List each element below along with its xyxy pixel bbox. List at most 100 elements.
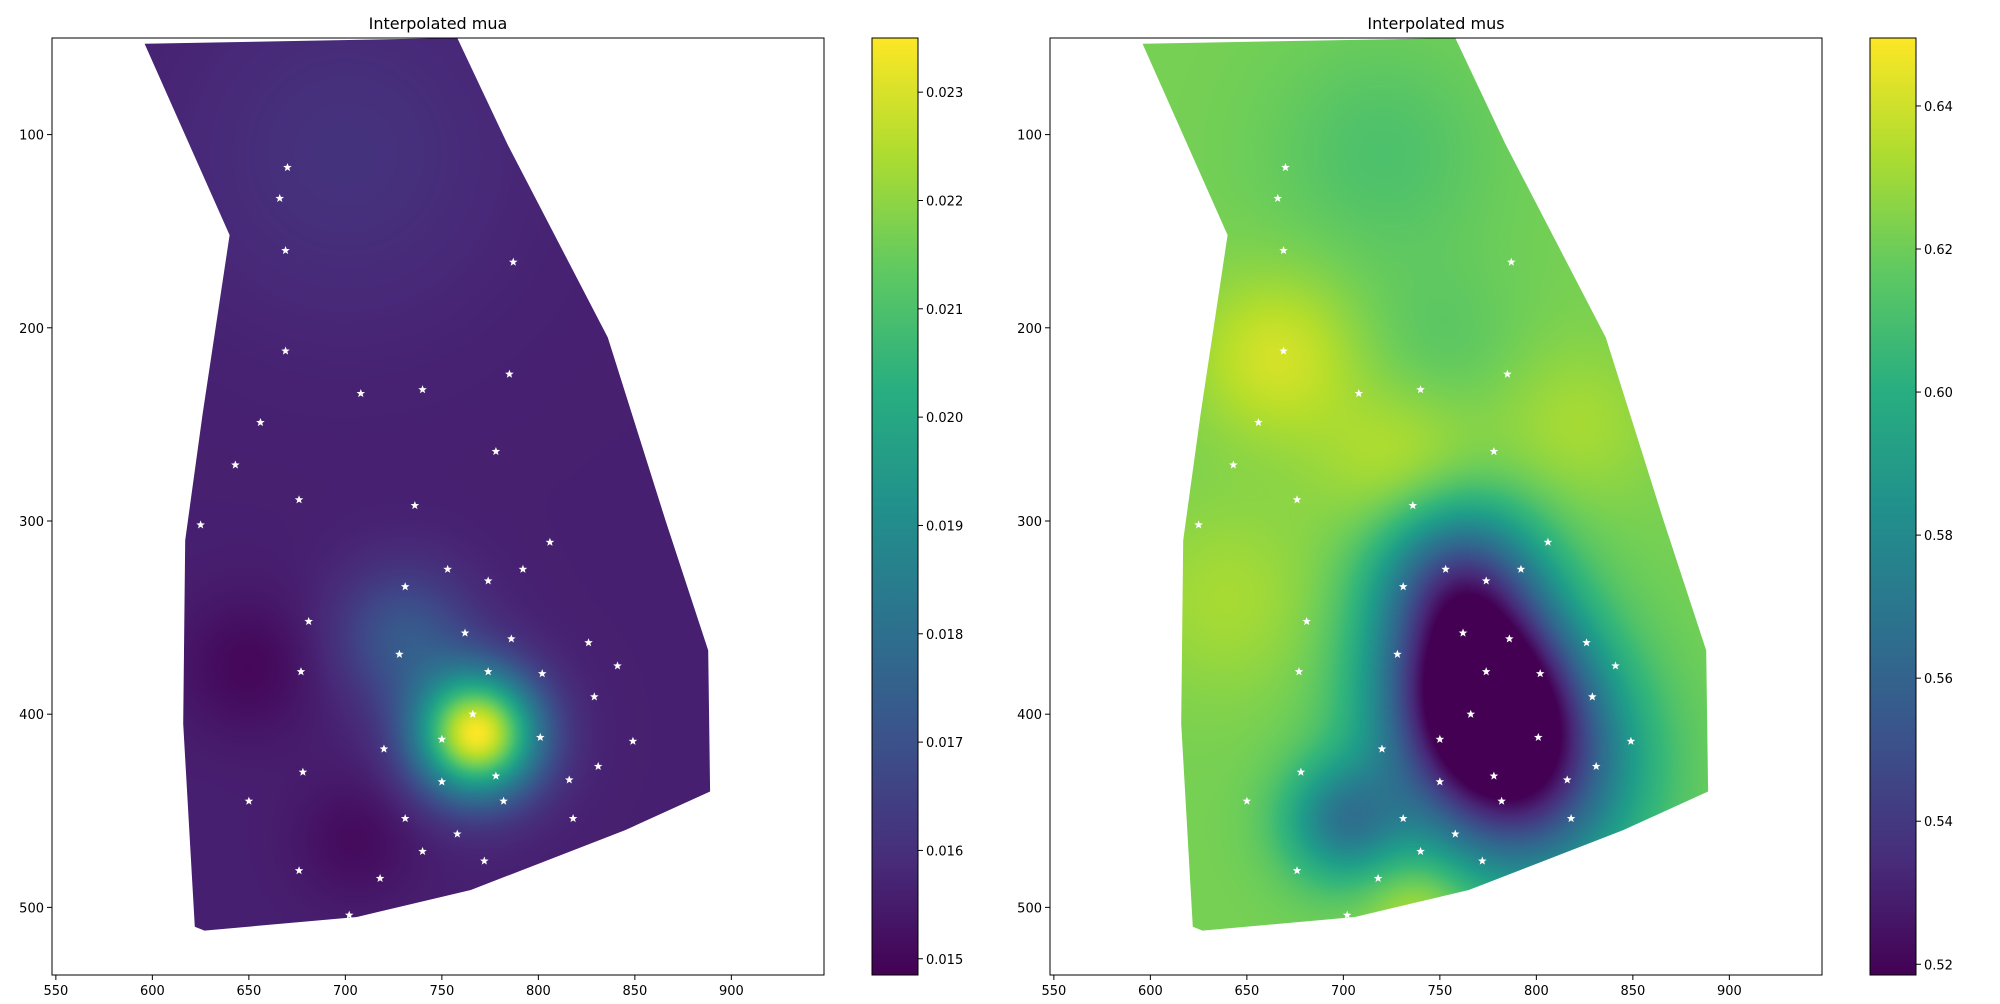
colorbar-tick-label: 0.023 <box>926 86 963 101</box>
measurement-star-marker <box>281 246 290 255</box>
measurement-star-marker <box>281 346 290 355</box>
measurement-star-marker <box>1296 767 1306 776</box>
x-tick-label: 800 <box>526 984 551 999</box>
y-tick-label: 400 <box>1017 708 1042 723</box>
colorbar-tick-label: 0.022 <box>926 194 963 209</box>
measurement-star-marker <box>483 667 493 676</box>
colorbar-tick-label: 0.60 <box>1924 386 1953 401</box>
colorbar-tick-label: 0.015 <box>926 953 963 968</box>
measurement-star-marker <box>453 829 462 838</box>
colorbar-tick-label: 0.019 <box>926 519 963 534</box>
x-tick-label: 600 <box>1138 984 1163 999</box>
colorbar-tick-label: 0.018 <box>926 628 963 643</box>
measurement-star-marker <box>1354 388 1364 398</box>
measurement-star-marker <box>1466 709 1476 718</box>
measurement-star-marker <box>418 385 427 394</box>
measurement-star-marker <box>275 193 285 202</box>
measurement-star-marker <box>356 388 366 398</box>
measurement-star-marker <box>294 495 304 504</box>
measurement-star-marker <box>536 732 545 742</box>
colorbar-tick-label: 0.56 <box>1924 672 1953 687</box>
measurement-star-marker <box>1481 667 1491 676</box>
measurement-star-marker <box>379 744 389 753</box>
measurement-star-marker <box>1497 796 1506 805</box>
measurement-star-marker <box>1435 777 1445 786</box>
colorbar-tick-label: 0.64 <box>1924 100 1953 115</box>
measurement-star-marker <box>1254 417 1263 427</box>
measurement-star-marker <box>400 582 410 591</box>
colorbar-tick-label: 0.52 <box>1924 958 1953 973</box>
x-tick-label: 900 <box>1717 984 1742 999</box>
measurement-star-marker <box>1458 628 1468 637</box>
x-tick-label: 750 <box>1427 984 1452 999</box>
measurement-star-marker <box>395 649 404 658</box>
x-tick-label: 650 <box>236 984 261 999</box>
measurement-star-marker <box>1588 692 1597 701</box>
x-tick-label: 900 <box>719 984 744 999</box>
measurement-star-marker <box>1302 616 1311 626</box>
measurement-star-marker <box>1505 634 1514 643</box>
measurement-star-marker <box>1489 771 1499 780</box>
measurement-star-marker <box>1242 796 1252 805</box>
y-tick-label: 100 <box>1017 129 1042 144</box>
measurement-star-marker <box>196 520 205 529</box>
measurement-star-marker <box>480 856 489 865</box>
colorbar-tick-label: 0.017 <box>926 736 963 751</box>
measurement-star-marker <box>1281 162 1290 172</box>
measurement-star-marker <box>1393 649 1402 658</box>
measurement-star-marker <box>1506 257 1516 266</box>
measurement-star-marker <box>568 814 578 823</box>
colorbar-tick-label: 0.021 <box>926 303 963 318</box>
colorbar-tick-label: 0.016 <box>926 844 963 859</box>
measurement-star-marker <box>613 661 622 670</box>
measurement-star-marker <box>1292 495 1302 504</box>
measurement-star-marker <box>1451 829 1460 838</box>
measurement-star-marker <box>545 537 555 546</box>
measurement-star-marker <box>460 628 470 637</box>
measurement-star-marker <box>304 616 313 626</box>
measurement-star-marker <box>584 638 593 647</box>
x-tick-label: 700 <box>1331 984 1356 999</box>
y-tick-label: 300 <box>1017 515 1042 530</box>
measurement-star-marker <box>1516 564 1526 573</box>
measurement-star-marker <box>1273 193 1283 202</box>
measurement-star-marker <box>518 564 528 573</box>
mua-panel: 550 600 650 700 750 800 850 900 100 200 300 400 500 I… <box>19 14 963 999</box>
chart-title: Interpolated mus <box>1367 14 1504 33</box>
heatmap-image <box>144 38 711 931</box>
measurement-star-marker <box>499 796 508 805</box>
measurement-star-marker <box>507 634 516 643</box>
colorbar-tick-label: 0.020 <box>926 411 963 426</box>
colorbar <box>1869 37 1917 976</box>
y-tick-label: 200 <box>19 322 44 337</box>
x-tick-label: 600 <box>140 984 165 999</box>
measurement-star-marker <box>443 564 452 573</box>
x-tick-label: 850 <box>622 984 647 999</box>
y-tick-label: 200 <box>1017 322 1042 337</box>
measurement-star-marker <box>1566 814 1576 823</box>
measurement-star-marker <box>491 446 501 456</box>
measurement-star-marker <box>1292 866 1302 875</box>
measurement-star-marker <box>1377 744 1387 753</box>
heatmap-image <box>1142 38 1709 931</box>
measurement-star-marker <box>537 669 547 678</box>
measurement-star-marker <box>1435 734 1445 743</box>
chart-title: Interpolated mua <box>369 14 508 33</box>
x-tick-label: 800 <box>1524 984 1549 999</box>
y-tick-label: 300 <box>19 515 44 530</box>
y-tick-label: 500 <box>19 901 44 916</box>
x-tick-label: 550 <box>1041 984 1066 999</box>
y-tick-label: 100 <box>19 129 44 144</box>
measurement-star-marker <box>1562 775 1572 784</box>
measurement-star-marker <box>294 866 304 875</box>
measurement-star-marker <box>1591 761 1601 770</box>
measurement-star-marker <box>437 734 447 743</box>
measurement-star-marker <box>1478 856 1487 865</box>
measurement-star-marker <box>296 667 306 676</box>
measurement-star-marker <box>1441 564 1450 573</box>
measurement-star-marker <box>1535 669 1545 678</box>
x-tick-label: 550 <box>43 984 68 999</box>
measurement-star-marker <box>418 846 427 855</box>
measurement-star-marker <box>1611 661 1620 670</box>
mus-panel: 550 600 650 700 750 800 850 900 100 200 300 400 500 I… <box>1017 14 1953 999</box>
